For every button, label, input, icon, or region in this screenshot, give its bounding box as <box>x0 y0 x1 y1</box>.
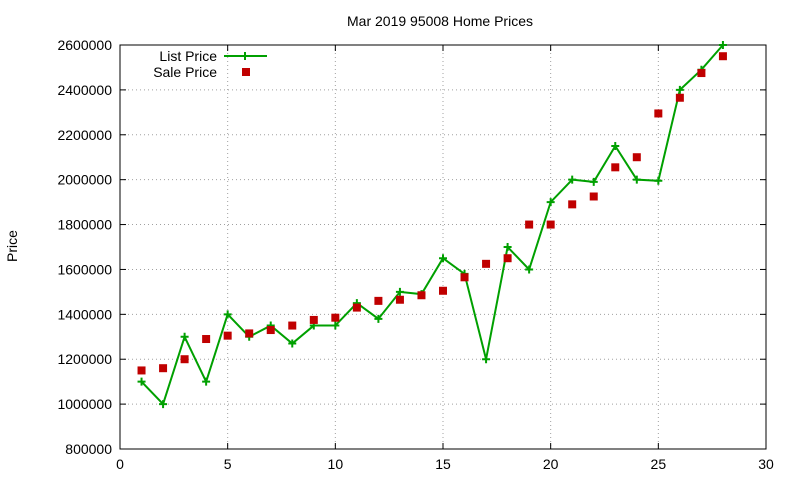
x-tick-label: 15 <box>435 456 451 472</box>
grid <box>120 45 766 449</box>
list-price-point <box>632 175 641 184</box>
sale-price-point <box>503 254 512 263</box>
legend-label: Sale Price <box>153 64 217 80</box>
y-axis-title: Price <box>4 230 20 262</box>
chart-title: Mar 2019 95008 Home Prices <box>347 13 533 29</box>
sale-price-point <box>568 200 577 209</box>
list-price-point <box>180 332 189 341</box>
sale-price-point <box>331 313 340 322</box>
plot-border <box>119 44 767 450</box>
sale-price-point <box>460 273 469 282</box>
y-tick-label: 2400000 <box>57 82 112 98</box>
series <box>137 41 727 409</box>
list-price-point <box>159 400 168 409</box>
sale-price-point <box>245 329 254 338</box>
list-price-point <box>439 254 447 263</box>
list-price-point <box>546 198 555 207</box>
sale-price-point <box>266 326 275 335</box>
list-price-point <box>675 85 684 94</box>
list-price-point <box>374 314 383 323</box>
list-price-point <box>223 310 232 319</box>
sale-price-point <box>482 259 491 268</box>
y-tick-label: 800000 <box>65 441 112 457</box>
sale-price-point <box>223 331 232 340</box>
y-tick-label: 1200000 <box>57 351 112 367</box>
y-tick-label: 2200000 <box>57 127 112 143</box>
list-price-point <box>202 377 211 386</box>
sale-price-point <box>309 315 318 324</box>
legend-plus-swatch <box>241 52 249 60</box>
sale-price-point <box>632 153 641 162</box>
sale-price-point <box>525 220 534 229</box>
sale-price-point <box>159 364 168 373</box>
sale-price-point <box>374 296 383 305</box>
list-price-point <box>525 265 534 274</box>
list-price-point <box>137 377 146 386</box>
x-tick-label: 25 <box>651 456 667 472</box>
sale-price-point <box>697 69 706 78</box>
list-price-point <box>654 176 663 185</box>
y-tick-label: 1600000 <box>57 261 112 277</box>
list-price-point <box>589 177 598 186</box>
sale-price-point <box>202 335 211 344</box>
list-price-line <box>140 44 724 407</box>
sale-price-point <box>288 321 297 330</box>
sale-price-point <box>589 192 598 201</box>
sale-price-point <box>654 109 663 118</box>
sale-price-point <box>395 295 404 304</box>
list-price-point <box>503 243 512 251</box>
x-tick-label: 5 <box>224 456 232 472</box>
x-tick-label: 0 <box>116 456 124 472</box>
y-tick-label: 1000000 <box>57 396 112 412</box>
list-price-point <box>718 41 727 49</box>
x-tick-label: 30 <box>758 456 774 472</box>
list-price-point <box>288 339 297 348</box>
legend-square-swatch <box>242 68 250 76</box>
list-price-point <box>611 142 620 150</box>
sale-price-point <box>439 286 447 295</box>
y-tick-label: 1400000 <box>57 306 112 322</box>
legend-label: List Price <box>159 48 217 64</box>
x-tick-label: 20 <box>543 456 559 472</box>
sale-price-point <box>137 366 146 375</box>
sale-price-point <box>611 163 620 172</box>
list-price-point <box>568 175 577 184</box>
sale-price-point <box>417 291 426 300</box>
list-price-point <box>395 287 404 296</box>
y-tick-label: 2000000 <box>57 172 112 188</box>
list-price-point <box>331 321 340 330</box>
sale-price-point <box>352 303 361 312</box>
list-price-point <box>482 355 491 364</box>
x-tick-label: 10 <box>328 456 344 472</box>
sale-price-point <box>180 355 189 364</box>
y-tick-label: 1800000 <box>57 217 112 233</box>
y-tick-label: 2600000 <box>57 37 112 53</box>
sale-price-point <box>546 220 555 229</box>
sale-price-point <box>675 93 684 102</box>
axes: 0 5 10 15 20 25 30 800000 1000000 1200000 1400000 1… <box>57 37 774 472</box>
sale-price-point <box>718 52 727 61</box>
